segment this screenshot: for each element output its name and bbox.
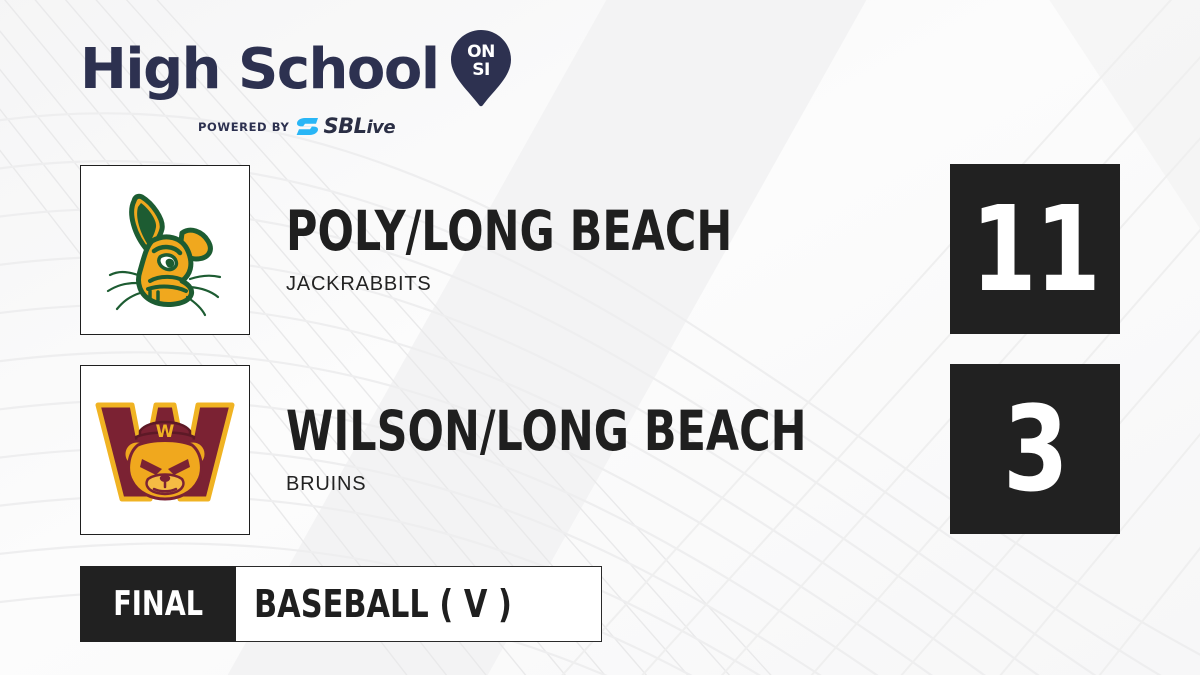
team-score: 3 [1002,380,1069,518]
team-info: POLY/LONG BEACH JACKRABBITS [286,204,858,296]
team-row: W WILSON/LONG BEACH BRUINS [80,365,953,535]
powered-by-label: POWERED BY [198,119,290,134]
team-mascot: BRUINS [286,473,367,495]
on-si-pin-icon: ON SI [450,30,511,107]
sport-label: BASEBALL ( V ) [254,582,513,626]
team-mascot: JACKRABBITS [286,273,432,295]
team-logo-box: W [80,365,250,535]
status-badge-label: FINAL [113,584,204,624]
sblive-s-mark-icon [297,118,319,135]
team-logo-box [80,165,250,335]
sblive-upper: SBL [323,114,367,138]
pin-label-on: ON [467,42,495,62]
sblive-wordmark: SBLive [323,116,395,137]
team-name: WILSON/LONG BEACH [286,399,807,463]
sblive-logo: SBLive [296,116,396,137]
sblive-lower: ive [366,117,396,138]
brand-header: High School ON SI POWERED BY SBLive [80,30,511,137]
jackrabbit-mascot-icon [106,193,222,317]
status-badge: FINAL [80,566,237,642]
team-score-box: 11 [950,164,1120,334]
team-score-box: 3 [950,364,1120,534]
brand-wordmark: High School ON SI [80,30,511,107]
bruin-bear-w-icon: W [95,402,235,502]
team-info: WILSON/LONG BEACH BRUINS [286,404,953,496]
sport-label-box: BASEBALL ( V ) [236,566,602,642]
game-status-bar: FINAL BASEBALL ( V ) [80,566,602,642]
team-row: POLY/LONG BEACH JACKRABBITS [80,165,858,335]
brand-title: High School [80,37,440,102]
team-score: 11 [970,180,1101,318]
pin-label-si: SI [472,60,490,80]
svg-text:W: W [156,422,175,442]
team-name: POLY/LONG BEACH [286,199,733,263]
powered-by-row: POWERED BY SBLive [80,116,510,137]
